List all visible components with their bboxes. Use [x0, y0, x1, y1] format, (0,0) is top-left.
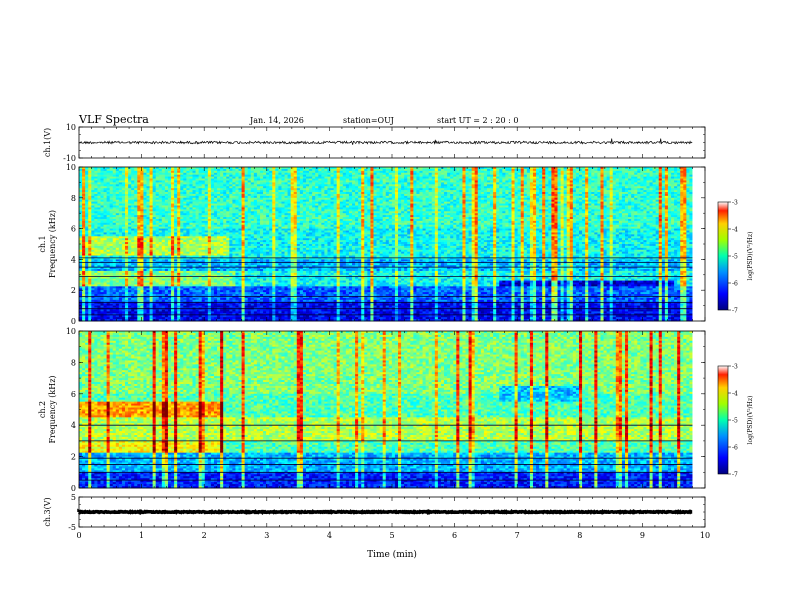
trace-ch1-waveform — [79, 139, 692, 145]
y-axis-ch1-waveform: 10 -10 — [63, 123, 705, 163]
spectrogram-ch1-spectrogram — [79, 167, 693, 321]
y-tick-label: 10 — [66, 123, 76, 132]
y-tick-label: -10 — [63, 154, 76, 163]
ylabel-ch1-waveform: ch.1(V) — [43, 128, 52, 157]
